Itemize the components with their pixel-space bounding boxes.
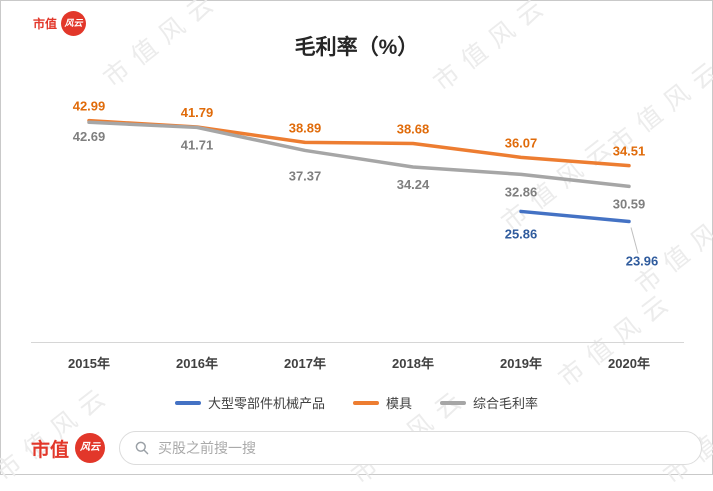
data-label: 32.86 <box>505 184 538 199</box>
x-axis-label-2015: 2015年 <box>68 356 110 371</box>
brand-seal-text: 风云 <box>64 18 83 28</box>
chart-title: 毛利率（%） <box>294 36 419 59</box>
x-axis-label-2016: 2016年 <box>176 356 218 371</box>
footer-bar: 市值 风云 <box>1 422 712 474</box>
legend-label-overall: 综合毛利率 <box>473 396 539 411</box>
data-label: 30.59 <box>613 196 646 211</box>
search-input[interactable] <box>158 440 687 456</box>
series-line-大型零部件机械产品 <box>519 209 631 224</box>
x-axis-label-2017: 2017年 <box>284 356 326 371</box>
footer-brand-seal-text: 风云 <box>80 442 101 453</box>
chart-legend: 大型零部件机械产品 模具 综合毛利率 <box>1 393 712 412</box>
data-label: 34.51 <box>613 144 646 159</box>
x-axis-label-2020: 2020年 <box>608 356 650 371</box>
brand-logo-top: 市值 风云 <box>33 11 87 36</box>
series-line-综合毛利率 <box>87 120 631 189</box>
data-label: 42.99 <box>73 99 106 114</box>
label-leader-line <box>630 227 639 254</box>
data-label: 38.89 <box>289 120 322 135</box>
data-label: 38.68 <box>397 121 430 136</box>
chart-canvas: 25.86 23.96 42.99 41.79 38.89 38.68 36.07 34.51… <box>73 99 659 269</box>
legend-label-machinery: 大型零部件机械产品 <box>207 396 325 411</box>
search-icon <box>135 441 149 455</box>
data-label: 34.24 <box>397 177 430 192</box>
x-axis-line <box>31 342 684 343</box>
legend-swatch-blue <box>174 400 201 405</box>
legend-swatch-gray <box>440 400 466 405</box>
data-label: 41.79 <box>181 105 214 120</box>
brand-seal-icon: 风云 <box>61 11 87 36</box>
footer-brand-text: 市值 <box>31 439 70 461</box>
data-label: 42.69 <box>73 129 106 144</box>
search-box[interactable] <box>119 431 702 465</box>
data-label: 36.07 <box>505 135 538 150</box>
x-axis-label-2019: 2019年 <box>500 356 542 371</box>
legend-label-molds: 模具 <box>385 396 412 411</box>
x-axis-label-2018: 2018年 <box>392 356 434 371</box>
legend-item-molds: 模具 <box>352 393 412 412</box>
footer-brand-seal-icon: 风云 <box>75 433 106 463</box>
legend-item-machinery: 大型零部件机械产品 <box>174 393 325 412</box>
legend-item-overall: 综合毛利率 <box>440 393 538 412</box>
legend-swatch-orange <box>352 400 379 405</box>
data-label: 37.37 <box>289 168 322 183</box>
data-label: 25.86 <box>505 226 538 241</box>
data-label: 23.96 <box>626 254 659 269</box>
data-label: 41.71 <box>181 137 214 152</box>
brand-logo-text: 市值 <box>33 17 58 31</box>
